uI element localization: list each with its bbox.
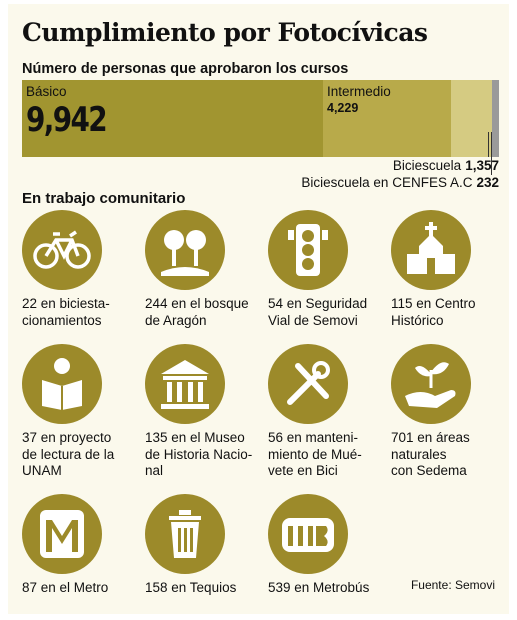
metro-logo-icon: [22, 494, 102, 574]
community-item-caption: 54 en Seguridad Vial de Semovi: [268, 296, 368, 328]
community-item: 54 en Seguridad Vial de Semovi: [268, 210, 383, 329]
source-note: Fuente: Semovi: [410, 578, 495, 592]
traffic-light-icon: [268, 210, 348, 290]
biciescuela-label: Biciescuela 1,357: [392, 158, 499, 173]
bicycle-icon: [22, 210, 102, 290]
bar-segment-1: Básico 9,942: [22, 80, 323, 157]
cenfes-label: Biciescuela en CENFES A.C 232: [301, 175, 499, 190]
community-section-title: En trabajo comunitario: [22, 190, 186, 207]
community-item: 539 en Metrobús: [268, 494, 383, 597]
infographic-card: Cumplimiento por Fotocívicas Número de p…: [8, 4, 509, 614]
community-item-caption: 22 en biciesta- cionamientos: [22, 296, 110, 328]
bar-segment-4: [492, 80, 499, 157]
trash-can-icon: [145, 494, 225, 574]
community-item-caption: 56 en manteni- miento de Mué- vete en Bi…: [268, 430, 362, 478]
community-item: 22 en biciesta- cionamientos: [22, 210, 137, 329]
community-item-caption: 158 en Tequios: [145, 580, 237, 595]
community-item-caption: 37 en proyecto de lectura de la UNAM: [22, 430, 115, 478]
bar-value-label: 4,229: [327, 101, 359, 115]
small-values-labels: Biciescuela 1,357 Biciescuela en CENFES A…: [301, 157, 499, 191]
community-item: 135 en el Museo de Historia Nacio- nal: [145, 344, 260, 480]
reading-person-icon: [22, 344, 102, 424]
community-item-caption: 701 en áreas naturales con Sedema: [391, 430, 470, 478]
community-item-caption: 135 en el Museo de Historia Nacio- nal: [145, 430, 253, 478]
plant-in-hand-icon: [391, 344, 471, 424]
community-item: 37 en proyecto de lectura de la UNAM: [22, 344, 137, 480]
community-item: 158 en Tequios: [145, 494, 260, 597]
biciescuela-leader-line: [488, 132, 489, 157]
community-item: 87 en el Metro: [22, 494, 137, 597]
page-title: Cumplimiento por Fotocívicas: [22, 18, 428, 47]
church-icon: [391, 210, 471, 290]
community-item-caption: 87 en el Metro: [22, 580, 109, 595]
community-item-caption: 539 en Metrobús: [268, 580, 370, 595]
museum-icon: [145, 344, 225, 424]
chart-subtitle: Número de personas que aprobaron los cur…: [22, 61, 349, 77]
bar-value-label: 9,942: [26, 100, 108, 140]
stacked-bar-chart: Básico 9,942 Intermedio 4,229: [22, 80, 499, 157]
community-item-caption: 115 en Centro Histórico: [391, 296, 476, 328]
metrobus-logo-icon: [268, 494, 348, 574]
tools-icon: [268, 344, 348, 424]
bar-category-label: Intermedio: [327, 84, 391, 99]
community-item: 244 en el bosque de Aragón: [145, 210, 260, 329]
bar-segment-2: Intermedio 4,229: [323, 80, 451, 157]
community-item: 701 en áreas naturales con Sedema: [391, 344, 506, 480]
cenfes-leader-line: [491, 132, 492, 175]
bar-category-label: Básico: [26, 84, 67, 99]
bar-segment-3: [451, 80, 492, 157]
community-item: 56 en manteni- miento de Mué- vete en Bi…: [268, 344, 383, 480]
community-item-caption: 244 en el bosque de Aragón: [145, 296, 249, 328]
community-item: 115 en Centro Histórico: [391, 210, 506, 329]
trees-icon: [145, 210, 225, 290]
